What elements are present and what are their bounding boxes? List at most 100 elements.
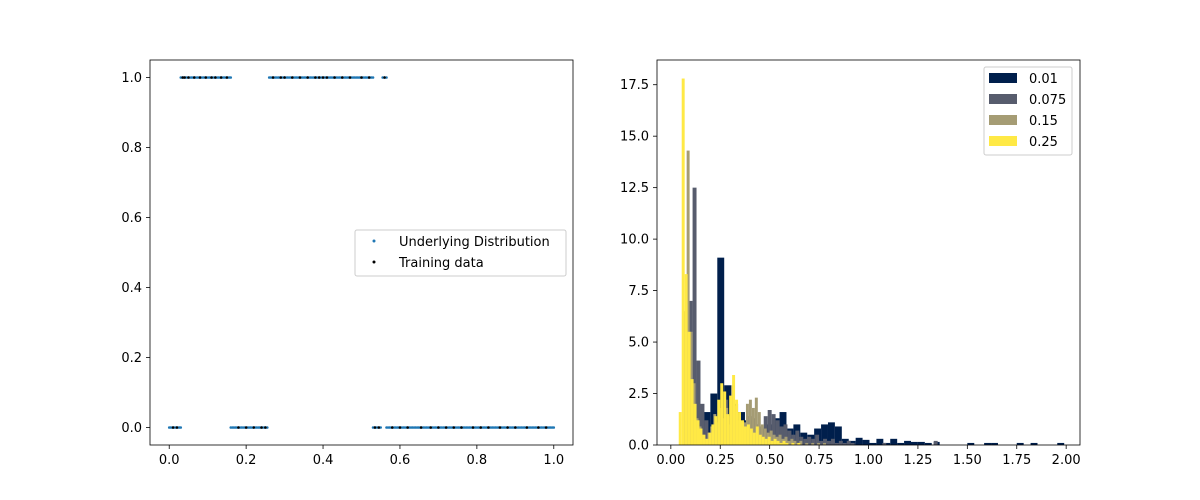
legend-marker-training-data (372, 260, 376, 264)
x-tick-label: 1.00 (854, 453, 883, 468)
underlying-distribution-point (229, 76, 233, 79)
histogram-bar-1 (827, 422, 835, 445)
training-data-point (198, 76, 202, 79)
training-data-point (437, 426, 440, 429)
histogram-bar-2 (815, 434, 820, 445)
legend-marker-underlying-distribution (372, 239, 376, 243)
histogram-bar-4 (741, 420, 744, 445)
y-tick-label: 2.5 (628, 387, 649, 402)
training-data-point (181, 76, 184, 79)
histogram-bar-4 (720, 383, 724, 445)
histogram-bar-4 (717, 399, 721, 445)
training-data-point (460, 426, 463, 429)
histogram-bar-2 (819, 440, 824, 445)
x-tick-label: 0.4 (313, 453, 334, 468)
histogram-bar-4 (764, 438, 768, 445)
x-tick-label: 0.00 (656, 453, 685, 468)
training-data-point (260, 426, 263, 429)
x-tick-label: 0.50 (755, 453, 784, 468)
training-data-point (192, 76, 196, 79)
histogram-bar-1 (984, 442, 992, 445)
histogram-bar-4 (752, 432, 756, 445)
training-data-point (452, 426, 456, 429)
y-tick-label: 7.5 (628, 284, 649, 299)
histogram-bar-4 (693, 403, 697, 445)
histogram-bar-1 (910, 441, 918, 445)
histogram-bar-1 (862, 439, 870, 445)
histogram-bar-4 (729, 395, 733, 445)
histogram-bar-3 (763, 428, 767, 445)
histogram-bar-4 (732, 375, 736, 445)
legend-label-2: 0.075 (1029, 93, 1066, 108)
histogram-bar-3 (751, 407, 755, 445)
histogram-bar-2 (704, 420, 709, 445)
training-data-point (471, 426, 475, 429)
training-data-point (298, 76, 302, 79)
histogram-bar-4 (746, 424, 750, 445)
y-tick-label: 15.0 (620, 130, 649, 145)
histogram-bar-3 (745, 403, 749, 445)
histogram-bar-4 (705, 438, 709, 445)
training-data-point (537, 426, 540, 429)
histogram-bar-3 (799, 440, 803, 445)
histogram-bar-4 (797, 442, 801, 445)
histogram-bar-4 (690, 379, 694, 445)
training-data-point (204, 76, 208, 79)
legend-label-training-data: Training data (398, 256, 484, 271)
y-tick-label: 0.6 (121, 211, 142, 226)
training-data-point (333, 76, 336, 79)
histogram-bar-4 (735, 399, 739, 445)
histogram-bar-2 (850, 442, 855, 445)
histogram-bar-4 (782, 440, 786, 445)
histogram-bar-2 (811, 438, 816, 445)
training-data-point (444, 426, 448, 429)
training-data-point (183, 76, 186, 79)
legend-swatch-4 (989, 136, 1017, 146)
training-data-point (244, 426, 248, 429)
legend-swatch-1 (989, 73, 1017, 83)
histogram-bar-4 (702, 434, 706, 445)
training-data-point (348, 76, 352, 79)
training-data-point (340, 76, 344, 79)
histogram-bar-3 (769, 430, 773, 445)
histogram-bar-2 (826, 440, 831, 445)
training-data-point (419, 426, 423, 429)
histogram-bar-4 (699, 428, 703, 445)
x-tick-label: 1.50 (953, 453, 982, 468)
y-tick-label: 5.0 (628, 336, 649, 351)
histogram-bar-4 (708, 432, 712, 445)
x-tick-label: 0.0 (159, 453, 180, 468)
training-data-point (290, 76, 294, 79)
training-data-point (225, 76, 229, 79)
histogram-bar-1 (917, 441, 925, 445)
legend-label-1: 0.01 (1029, 72, 1058, 87)
histogram-bar-3 (686, 150, 690, 445)
histogram-bar-3 (748, 399, 752, 445)
training-data-point (314, 76, 317, 79)
training-data-point (283, 76, 286, 79)
histogram-bar-3 (805, 442, 809, 445)
training-data-point (175, 426, 179, 429)
training-data-point (429, 426, 433, 429)
y-tick-label: 0.8 (121, 141, 142, 156)
histogram-bar-2 (787, 430, 792, 445)
histogram-bar-1 (876, 438, 884, 445)
training-data-point (219, 76, 223, 79)
legend-label-4: 0.25 (1029, 135, 1058, 150)
training-data-point (390, 426, 394, 429)
training-data-point (398, 426, 402, 429)
histogram-bar-4 (678, 412, 682, 445)
axes-frame (149, 59, 574, 446)
histogram-bar-2 (838, 440, 843, 445)
training-data-point (214, 76, 217, 79)
histogram-bar-2 (767, 410, 772, 445)
histogram-bar-4 (779, 442, 783, 445)
histogram-bar-1 (855, 437, 863, 445)
scatter-panel: 0.0 0.2 0.4 0.6 0.8 1.0 0.0 0.2 0.4 0.6 0.8 1.0 Unde… (121, 59, 574, 468)
histogram-bar-2 (692, 187, 697, 445)
underlying-distribution-point (379, 426, 383, 429)
histogram-panel: 0.00 0.25 0.50 0.75 1.00 1.25 1.50 1.75 2.00 0.0 2… (620, 59, 1081, 468)
histogram-bar-1 (841, 438, 849, 445)
histogram-bar-4 (726, 414, 730, 445)
